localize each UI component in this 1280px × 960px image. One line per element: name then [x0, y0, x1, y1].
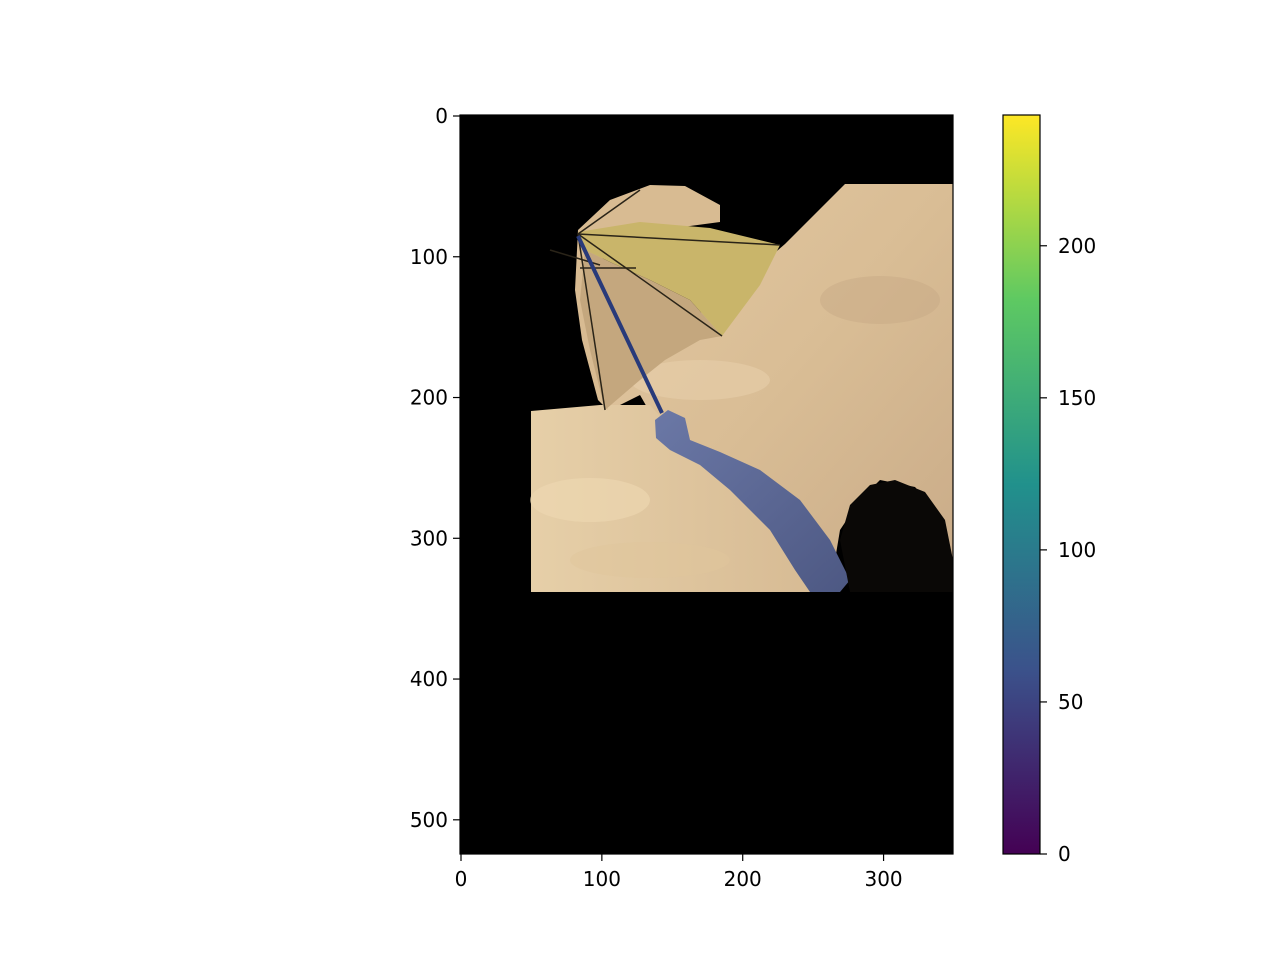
colorbar-tick-label: 150 — [1058, 386, 1096, 410]
y-tick-label: 200 — [410, 386, 448, 410]
arm — [655, 410, 850, 592]
colorbar-tick-label: 50 — [1058, 690, 1083, 714]
x-tick-label: 100 — [583, 867, 621, 891]
cloud — [530, 478, 650, 522]
y-tick-label: 500 — [410, 808, 448, 832]
colorbar: 0 50 100 150 200 — [1002, 114, 1096, 866]
cloud — [630, 360, 770, 400]
image-axes-frame — [459, 114, 954, 855]
head-silhouette — [840, 480, 953, 592]
colorbar-tick-label: 100 — [1058, 538, 1096, 562]
umbrella-canopy — [578, 222, 780, 336]
umbrella-ribs — [549, 189, 781, 411]
x-tick-label: 0 — [455, 867, 468, 891]
colorbar-tick-label: 0 — [1058, 842, 1071, 866]
cloud — [570, 542, 730, 578]
image-panel — [460, 115, 953, 854]
colorbar-gradient — [1002, 114, 1041, 855]
x-axis-ticks: 0 100 200 300 — [455, 854, 903, 891]
cloud — [820, 276, 940, 324]
x-tick-label: 200 — [724, 867, 762, 891]
y-axis-ticks: 0 100 200 300 400 500 — [410, 104, 460, 832]
y-tick-label: 300 — [410, 526, 448, 550]
x-tick-label: 300 — [864, 867, 902, 891]
y-tick-label: 0 — [435, 104, 448, 128]
y-tick-label: 400 — [410, 667, 448, 691]
colorbar-ticks: 0 50 100 150 200 — [1040, 234, 1096, 866]
y-tick-label: 100 — [410, 245, 448, 269]
umbrella-shaft — [576, 235, 664, 414]
colorbar-tick-label: 200 — [1058, 234, 1096, 258]
sky-region-lower — [531, 405, 815, 592]
umbrella-canopy-lower — [580, 250, 722, 410]
